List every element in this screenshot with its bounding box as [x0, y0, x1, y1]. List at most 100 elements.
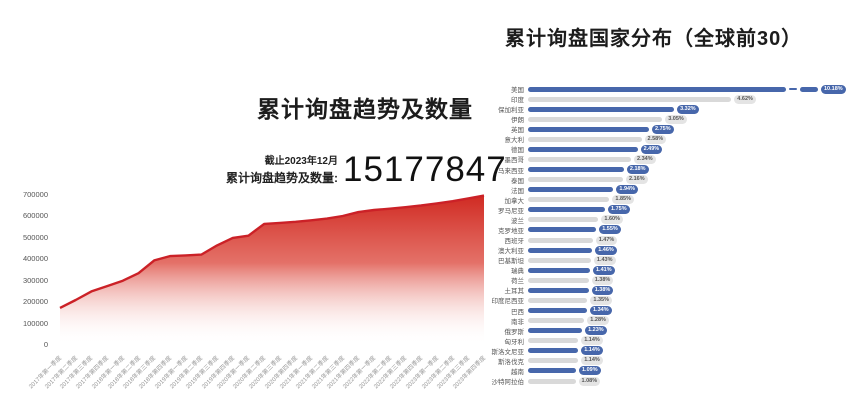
bar-country-label: 瑞典 — [511, 268, 524, 276]
bar-row: 越南 1.09% — [480, 366, 852, 376]
bar-track: 1.38% — [528, 285, 852, 295]
bar-track: 1.28% — [528, 316, 852, 326]
bar-row: 荷兰 1.38% — [480, 275, 852, 285]
bar-track: 1.34% — [528, 306, 852, 316]
total-count-label: 累计询盘趋势及数量: — [226, 171, 338, 185]
bar-row: 英国 2.75% — [480, 124, 852, 134]
bar-row: 罗马尼亚 1.75% — [480, 205, 852, 215]
bar — [528, 257, 591, 263]
bar-row: 印度 4.62% — [480, 94, 852, 104]
bar-country-label: 美国 — [511, 87, 524, 94]
bar-row: 伊朗 3.05% — [480, 114, 852, 124]
bar-country-label: 印度尼西亚 — [491, 298, 525, 306]
bar — [528, 156, 631, 162]
bar-track: 1.41% — [528, 265, 852, 275]
bar-track: 1.46% — [528, 245, 852, 255]
bar-country-label: 斯洛文尼亚 — [491, 348, 525, 356]
area-chart — [59, 194, 485, 345]
bar-value-badge: 3.32% — [677, 104, 699, 114]
bar — [528, 287, 589, 293]
bar-track: 1.14% — [528, 336, 852, 346]
bar-row: 沙特阿拉伯 1.08% — [480, 376, 852, 386]
bar-row: 匈牙利 1.14% — [480, 336, 852, 346]
bar-track: 1.08% — [528, 376, 852, 386]
bar-value-badge: 10.18% — [821, 84, 846, 94]
bar-track: 2.58% — [528, 134, 852, 144]
bar — [528, 146, 638, 152]
bar-track: 3.05% — [528, 114, 852, 124]
bar — [528, 247, 593, 253]
bar — [528, 177, 623, 183]
bar-row: 泰国 2.16% — [480, 175, 852, 185]
bar-row: 巴基斯坦 1.43% — [480, 255, 852, 265]
bar — [800, 86, 818, 92]
bar-track: 4.62% — [528, 94, 852, 104]
bar — [528, 358, 579, 364]
bar-country-label: 英国 — [511, 127, 524, 135]
bar-track: 2.34% — [528, 154, 852, 164]
bar-country-label: 俄罗斯 — [504, 328, 525, 336]
bar-value-badge: 2.58% — [644, 134, 667, 144]
bar-country-label: 马来西亚 — [498, 167, 524, 175]
bar-country-label: 罗马尼亚 — [498, 207, 524, 215]
bar-country-label: 印度 — [511, 97, 524, 105]
bar-country-label: 越南 — [511, 368, 524, 376]
bar-track: 1.35% — [528, 295, 852, 305]
bar-value-badge: 1.14% — [581, 336, 603, 346]
bar — [528, 136, 642, 142]
bar-country-label: 斯洛伐克 — [498, 358, 524, 366]
bar-value-badge: 2.18% — [626, 165, 649, 175]
bar-country-label: 沙特阿拉伯 — [491, 379, 525, 387]
bar — [528, 308, 587, 314]
bar-row: 印度尼西亚 1.35% — [480, 295, 852, 305]
bar — [528, 368, 576, 374]
bar-country-label: 法国 — [511, 187, 524, 195]
y-tick-label: 200000 — [22, 297, 48, 307]
bar-row: 波兰 1.60% — [480, 215, 852, 225]
bar-country-label: 波兰 — [511, 217, 524, 225]
bar-value-badge: 1.09% — [579, 366, 601, 376]
bar-row: 斯洛伐克 1.14% — [480, 356, 852, 366]
bar-row: 墨西哥 2.34% — [480, 154, 852, 164]
bar-country-label: 保加利亚 — [498, 107, 524, 115]
bar-row: 巴西 1.34% — [480, 306, 852, 316]
bar-track: 1.47% — [528, 235, 852, 245]
bar-country-label: 匈牙利 — [504, 338, 525, 346]
bar-country-label: 西班牙 — [504, 238, 525, 246]
bar-track: 1.14% — [528, 346, 852, 356]
bar-value-badge: 1.55% — [599, 225, 621, 235]
bar-row: 法国 1.94% — [480, 185, 852, 195]
bar — [528, 227, 597, 233]
bar — [528, 217, 599, 223]
y-tick-label: 700000 — [22, 190, 48, 199]
bar-row: 意大利 2.58% — [480, 134, 852, 144]
bar-row: 加拿大 1.85% — [480, 195, 852, 205]
bar-value-badge: 3.05% — [665, 114, 687, 124]
bar-country-label: 泰国 — [511, 177, 524, 185]
total-count-value: 15177847 — [343, 150, 507, 189]
bar-country-label: 墨西哥 — [504, 157, 525, 165]
bar-row: 土耳其 1.38% — [480, 285, 852, 295]
bar-country-label: 意大利 — [504, 137, 525, 145]
bar-country-label: 克罗地亚 — [498, 227, 524, 235]
bar — [528, 237, 593, 243]
asof-date-label: 截止2023年12月 — [264, 156, 338, 167]
bar — [528, 197, 610, 203]
area-series-fill — [60, 195, 484, 345]
bar-country-label: 荷兰 — [511, 278, 524, 286]
bar — [528, 328, 583, 334]
bar-row: 西班牙 1.47% — [480, 235, 852, 245]
bar-row: 俄罗斯 1.23% — [480, 326, 852, 336]
bar-track: 1.75% — [528, 205, 852, 215]
bar-track: 1.14% — [528, 356, 852, 366]
bar-value-badge: 1.28% — [587, 316, 609, 326]
bar-value-badge: 4.62% — [734, 94, 756, 104]
bar-country-label: 加拿大 — [504, 197, 525, 205]
bar-track: 1.85% — [528, 195, 852, 205]
bar-value-badge: 2.49% — [640, 144, 663, 154]
bar — [528, 86, 786, 92]
bar-value-badge: 1.35% — [590, 295, 612, 305]
bar-value-badge: 1.14% — [581, 356, 603, 366]
y-tick-label: 300000 — [22, 275, 48, 285]
bar — [528, 116, 663, 122]
